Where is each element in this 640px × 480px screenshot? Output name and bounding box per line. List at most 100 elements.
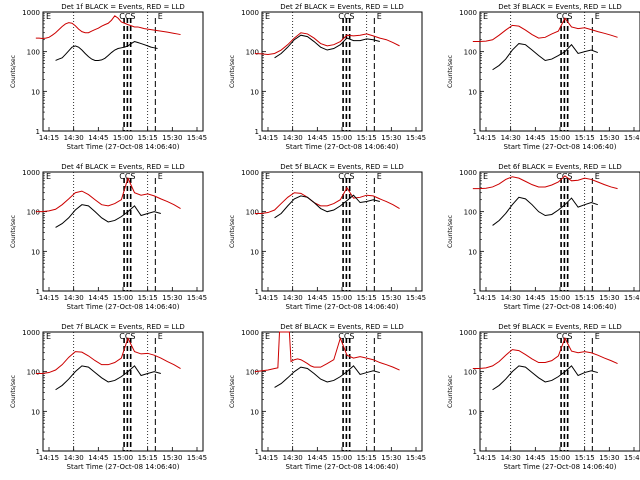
x-tick-label: 14:45: [307, 454, 327, 462]
panel-det-6: Det 6f BLACK = Events, RED = LLD 1 10 100 10…: [447, 163, 640, 311]
y-axis-label: Counts/sec: [447, 375, 454, 408]
y-axis-label: Counts/sec: [229, 375, 236, 408]
marker-label: E: [595, 332, 600, 341]
x-tick-label: 15:00: [332, 134, 352, 142]
y-tick-label: 1000: [459, 169, 477, 177]
y-tick-label: 1000: [22, 329, 40, 337]
x-tick-label: 15:30: [599, 294, 619, 302]
y-tick-label: 1: [255, 128, 259, 136]
series-line-lld: [35, 176, 181, 213]
x-tick-label: 15:30: [162, 134, 182, 142]
y-tick-label: 10: [250, 88, 259, 96]
x-tick-label: 15:30: [381, 454, 401, 462]
y-tick-label: 100: [464, 209, 477, 217]
panel-det-1: Det 1f BLACK = Events, RED = LLD 1 10 100 10…: [10, 3, 207, 151]
x-tick-label: 14:15: [39, 134, 59, 142]
x-tick-label: 14:30: [501, 454, 521, 462]
y-tick-label: 100: [464, 49, 477, 57]
plot-frame: [261, 331, 423, 452]
panel-title: Det 4f BLACK = Events, RED = LLD: [61, 163, 184, 171]
x-tick-label: 15:30: [599, 454, 619, 462]
y-tick-label: 1: [36, 128, 40, 136]
panel-title: Det 5f BLACK = Events, RED = LLD: [280, 163, 403, 171]
marker-label: CCS: [338, 332, 354, 341]
series-line-events: [274, 34, 380, 59]
panel-title: Det 7f BLACK = Events, RED = LLD: [61, 323, 184, 331]
plot-frame: [42, 331, 204, 452]
x-tick-label: 14:30: [64, 134, 84, 142]
x-tick-label: 14:45: [525, 134, 545, 142]
x-tick-label: 14:30: [64, 294, 84, 302]
marker-label: CCS: [119, 172, 135, 181]
x-tick-label: 15:15: [138, 134, 158, 142]
y-axis-label: Counts/sec: [10, 375, 17, 408]
x-axis-label: Start Time (27-Oct-08 14:06:40): [504, 143, 617, 151]
series-line-lld: [472, 336, 618, 370]
x-tick-label: 15:45: [406, 134, 426, 142]
panel-det-5: Det 5f BLACK = Events, RED = LLD 1 10 100 10…: [229, 163, 426, 311]
x-tick-label: 15:00: [113, 294, 133, 302]
marker-label: E: [46, 12, 51, 21]
x-tick-label: 14:30: [64, 454, 84, 462]
marker-label: E: [377, 172, 382, 181]
marker-label: E: [265, 172, 270, 181]
y-tick-label: 10: [468, 248, 477, 256]
x-tick-label: 15:00: [332, 454, 352, 462]
y-tick-label: 1: [255, 288, 259, 296]
series-line-lld: [254, 186, 400, 214]
y-tick-label: 1000: [241, 329, 259, 337]
y-tick-label: 1: [473, 448, 477, 456]
series-line-lld: [35, 15, 181, 39]
series-line-lld: [472, 17, 618, 43]
x-tick-label: 15:15: [357, 134, 377, 142]
marker-label: E: [265, 12, 270, 21]
x-tick-label: 15:00: [550, 454, 570, 462]
marker-label: CCS: [119, 332, 135, 341]
marker-label: E: [483, 172, 488, 181]
y-tick-label: 100: [246, 209, 259, 217]
x-tick-label: 14:15: [476, 134, 496, 142]
y-tick-label: 100: [27, 369, 40, 377]
y-tick-label: 1000: [241, 169, 259, 177]
panel-title: Det 2f BLACK = Events, RED = LLD: [280, 3, 403, 11]
panel-title: Det 6f BLACK = Events, RED = LLD: [498, 163, 621, 171]
y-tick-label: 100: [464, 369, 477, 377]
y-axis-label: Counts/sec: [10, 215, 17, 248]
panel-title: Det 1f BLACK = Events, RED = LLD: [61, 3, 184, 11]
marker-label: CCS: [338, 172, 354, 181]
x-tick-label: 15:15: [575, 134, 595, 142]
x-tick-label: 15:15: [138, 294, 158, 302]
x-tick-label: 14:15: [476, 454, 496, 462]
x-tick-label: 14:45: [88, 454, 108, 462]
series-line-lld: [254, 331, 400, 373]
y-tick-label: 10: [468, 408, 477, 416]
panel-title: Det 3f BLACK = Events, RED = LLD: [498, 3, 621, 11]
x-tick-label: 15:15: [138, 454, 158, 462]
marker-label: CCS: [556, 332, 572, 341]
marker-label: E: [158, 12, 163, 21]
x-tick-label: 15:00: [113, 134, 133, 142]
series-line-lld: [254, 32, 400, 55]
x-tick-label: 15:45: [406, 294, 426, 302]
marker-label: E: [158, 332, 163, 341]
x-tick-label: 14:45: [525, 294, 545, 302]
x-tick-label: 14:45: [88, 294, 108, 302]
plot-frame: [479, 331, 640, 452]
x-tick-label: 15:45: [624, 134, 640, 142]
x-axis-label: Start Time (27-Oct-08 14:06:40): [286, 143, 399, 151]
x-axis-label: Start Time (27-Oct-08 14:06:40): [286, 463, 399, 471]
y-tick-label: 10: [250, 408, 259, 416]
marker-label: E: [483, 12, 488, 21]
series-line-events: [55, 365, 161, 391]
x-tick-label: 15:45: [187, 134, 207, 142]
x-tick-label: 14:30: [283, 454, 303, 462]
series-line-lld: [35, 336, 181, 374]
y-tick-label: 10: [31, 88, 40, 96]
x-tick-label: 14:45: [307, 134, 327, 142]
x-tick-label: 15:30: [381, 294, 401, 302]
plot-frame: [479, 11, 640, 132]
marker-label: CCS: [119, 12, 135, 21]
x-tick-label: 15:15: [357, 294, 377, 302]
x-tick-label: 15:45: [624, 294, 640, 302]
